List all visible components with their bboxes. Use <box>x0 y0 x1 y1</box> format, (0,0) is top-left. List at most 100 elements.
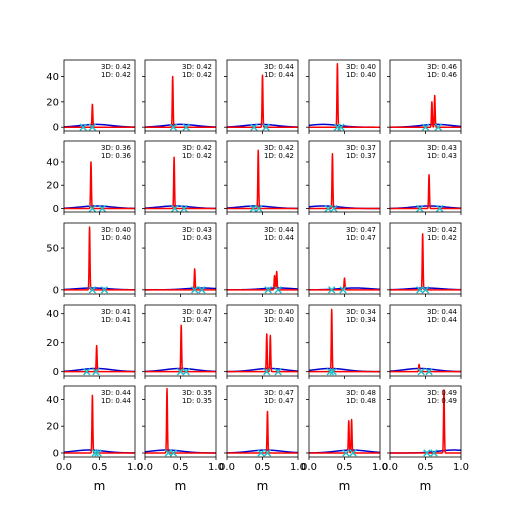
x-axis-label: m <box>420 479 432 493</box>
annotation-3d: 3D: 0.42 <box>427 226 457 234</box>
annotation-1d: 1D: 0.44 <box>264 71 295 79</box>
marker <box>421 286 430 294</box>
annotation-1d: 1D: 0.42 <box>101 71 131 79</box>
x-tick-label: 0.5 <box>255 462 271 473</box>
marker <box>324 204 332 213</box>
peak-curve <box>308 63 381 128</box>
peak-curve <box>144 387 217 454</box>
annotation-3d: 3D: 0.42 <box>182 144 212 152</box>
annotation-1d: 1D: 0.34 <box>346 316 377 324</box>
x-tick-label: 0.5 <box>337 462 353 473</box>
y-tick-label: 20 <box>46 338 59 349</box>
peak-curve <box>226 270 299 291</box>
annotation-3d: 3D: 0.44 <box>101 389 132 397</box>
marker <box>329 367 337 376</box>
annotation-3d: 3D: 0.35 <box>182 389 212 397</box>
x-tick-label: 1.0 <box>127 462 143 473</box>
annotation-1d: 1D: 0.42 <box>427 234 457 242</box>
peak-curve <box>63 344 136 373</box>
x-tick-label: 1.0 <box>372 462 388 473</box>
annotation-1d: 1D: 0.36 <box>101 152 132 160</box>
annotation-1d: 1D: 0.40 <box>346 71 376 79</box>
marker <box>263 449 272 457</box>
annotation-3d: 3D: 0.34 <box>346 308 377 316</box>
marker <box>416 286 424 294</box>
peak-curve <box>308 418 381 454</box>
annotation-1d: 1D: 0.42 <box>182 152 212 160</box>
annotation-3d: 3D: 0.46 <box>427 63 458 71</box>
x-tick-label: 0.5 <box>92 462 108 473</box>
marker <box>169 123 178 131</box>
marker <box>349 449 357 457</box>
x-tick-label: 0.5 <box>173 462 189 473</box>
x-tick-label: 0.0 <box>382 462 398 473</box>
marker <box>250 123 258 131</box>
x-axis-label: m <box>339 479 351 493</box>
y-tick-label: 20 <box>46 97 59 108</box>
marker <box>434 123 442 131</box>
peak-curve <box>144 324 217 373</box>
peak-curve <box>308 308 381 373</box>
peak-curve <box>63 103 136 128</box>
marker <box>326 367 334 376</box>
marker <box>176 367 185 376</box>
annotation-1d: 1D: 0.37 <box>346 152 376 160</box>
annotation-3d: 3D: 0.36 <box>101 144 132 152</box>
annotation-3d: 3D: 0.42 <box>182 63 212 71</box>
marker <box>337 123 345 131</box>
y-tick-label: 0 <box>53 123 59 134</box>
peak-curve <box>144 75 217 128</box>
marker <box>436 204 444 213</box>
x-axis-label: m <box>175 479 187 493</box>
annotation-1d: 1D: 0.43 <box>427 152 457 160</box>
annotation-3d: 3D: 0.47 <box>264 389 294 397</box>
x-tick-label: 0.5 <box>418 462 434 473</box>
annotation-1d: 1D: 0.40 <box>101 234 131 242</box>
broad-curve <box>144 123 217 128</box>
x-axis-label: m <box>94 479 106 493</box>
annotation-1d: 1D: 0.40 <box>264 316 294 324</box>
marker <box>430 449 438 457</box>
marker <box>263 367 271 376</box>
annotation-1d: 1D: 0.46 <box>427 71 458 79</box>
x-tick-label: 1.0 <box>453 462 469 473</box>
peak-curve <box>63 394 136 454</box>
y-tick-label: 20 <box>46 422 59 433</box>
y-tick-label: 0 <box>53 285 59 296</box>
annotation-3d: 3D: 0.40 <box>346 63 376 71</box>
y-tick-label: 40 <box>46 395 59 406</box>
marker <box>100 286 109 294</box>
marker <box>191 286 199 294</box>
marker <box>92 367 100 376</box>
annotation-3d: 3D: 0.37 <box>346 144 376 152</box>
marker <box>417 367 425 376</box>
y-tick-label: 40 <box>46 309 59 320</box>
annotation-3d: 3D: 0.48 <box>346 389 376 397</box>
peak-curve <box>63 161 136 210</box>
y-tick-label: 0 <box>53 448 59 459</box>
marker <box>79 123 87 131</box>
annotation-1d: 1D: 0.42 <box>182 71 212 79</box>
marker <box>98 204 107 213</box>
peak-curve <box>308 153 381 210</box>
annotation-3d: 3D: 0.44 <box>264 63 295 71</box>
x-tick-label: 1.0 <box>290 462 306 473</box>
marker <box>83 367 91 376</box>
annotation-1d: 1D: 0.47 <box>346 234 376 242</box>
